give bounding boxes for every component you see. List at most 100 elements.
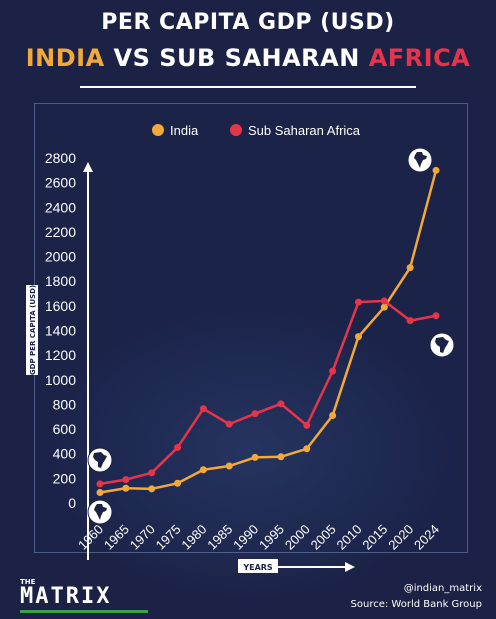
data-point	[96, 489, 104, 497]
y-tick-label: 2000	[45, 249, 76, 265]
page-title: PER CAPITA GDP (USD)	[101, 10, 395, 35]
series-line-africa	[99, 299, 437, 486]
logo-underline	[20, 610, 148, 613]
x-tick-label: 2024	[411, 522, 442, 553]
series-lines	[99, 170, 438, 494]
data-point	[354, 333, 362, 341]
data-point	[329, 412, 337, 420]
chart-legend: India Sub Saharan Africa	[152, 123, 361, 138]
x-tick-label: 2015	[359, 522, 390, 553]
series-points	[96, 166, 440, 497]
y-tick-label: 800	[53, 396, 77, 412]
y-tick-label: 1400	[45, 323, 76, 339]
background-globe-glow	[40, 300, 460, 600]
data-point	[225, 462, 233, 470]
x-tick-label: 2005	[308, 522, 339, 553]
africa-map-icon	[87, 447, 113, 473]
africa-map-icon-shape	[93, 452, 107, 468]
africa-map-icon	[429, 332, 455, 358]
y-tick-label: 600	[53, 421, 77, 437]
data-point	[251, 410, 259, 418]
y-tick-label: 2400	[45, 199, 76, 215]
series-line-india	[99, 170, 438, 494]
subtitle-vs: VS SUB SAHARAN	[104, 44, 369, 72]
legend-label: Sub Saharan Africa	[248, 123, 361, 138]
y-tick-label: 1600	[45, 298, 76, 314]
data-point	[303, 445, 311, 453]
x-tick-label: 1995	[256, 522, 287, 553]
y-axis-label: GDP PER CAPITA (USD)	[29, 285, 37, 375]
chart-axes: YEARS GDP PER CAPITA (USD)	[26, 162, 355, 573]
x-tick-labels: 1960196519701975198019851990199520002005…	[75, 522, 442, 553]
logo-name: MATRIX	[20, 584, 112, 609]
data-point	[122, 484, 130, 492]
data-point	[329, 367, 337, 375]
line-chart: YEARS GDP PER CAPITA (USD) 0 200 400 600 800 1…	[26, 123, 455, 573]
y-tick-label: 0	[68, 495, 76, 511]
india-map-icon-shape	[94, 504, 107, 520]
legend-marker	[152, 124, 164, 136]
data-point	[380, 297, 388, 305]
y-axis-label-box	[26, 285, 38, 375]
data-point	[432, 166, 440, 174]
y-tick-label: 1800	[45, 273, 76, 289]
y-tick-label: 400	[53, 446, 77, 462]
chart-panel	[34, 103, 468, 553]
data-point	[406, 317, 414, 325]
x-axis-label: YEARS	[242, 563, 273, 572]
title-divider	[80, 86, 416, 88]
x-tick-label: 1980	[178, 522, 209, 553]
data-point	[199, 405, 207, 413]
data-point	[174, 479, 182, 487]
data-point	[432, 312, 440, 320]
legend-label: India	[170, 123, 199, 138]
data-point	[225, 420, 233, 428]
y-tick-label: 1000	[45, 372, 76, 388]
data-point	[303, 421, 311, 429]
x-tick-label: 1960	[75, 522, 106, 553]
legend-marker	[230, 124, 242, 136]
data-point	[122, 476, 130, 484]
x-tick-label: 1975	[153, 522, 184, 553]
x-tick-label: 1970	[127, 522, 158, 553]
subtitle-india: INDIA	[25, 44, 105, 72]
india-map-icon	[87, 499, 113, 525]
map-icons	[87, 147, 455, 525]
x-axis-label-box	[238, 559, 278, 573]
data-point	[251, 453, 259, 461]
data-point	[277, 400, 285, 408]
data-point	[354, 298, 362, 306]
data-point	[148, 469, 156, 477]
data-point	[406, 264, 414, 272]
y-tick-label: 200	[53, 470, 77, 486]
x-tick-label: 1965	[101, 522, 132, 553]
y-tick-label: 1200	[45, 347, 76, 363]
x-tick-label: 2020	[385, 522, 416, 553]
data-point	[199, 466, 207, 474]
x-tick-label: 2010	[334, 522, 365, 553]
data-point	[96, 480, 104, 488]
data-point	[277, 453, 285, 461]
matrix-logo: THE MATRIX	[20, 578, 148, 613]
y-tick-label: 2200	[45, 224, 76, 240]
subtitle-africa: AFRICA	[368, 44, 471, 72]
india-map-icon	[407, 147, 433, 173]
logo-the: THE	[20, 578, 36, 586]
social-handle: @indian_matrix	[403, 583, 482, 594]
x-tick-label: 2000	[282, 522, 313, 553]
y-axis-arrow	[83, 162, 93, 172]
y-tick-label: 2600	[45, 175, 76, 191]
india-map-icon-shape	[414, 152, 427, 168]
page-subtitle: INDIA VS SUB SAHARAN AFRICA	[0, 44, 496, 72]
africa-map-icon-shape	[435, 337, 449, 353]
y-tick-labels: 0 200 400 600 800 1000 1200 1400 1600 1800 2000 220…	[45, 150, 76, 511]
x-axis-arrow	[345, 562, 355, 572]
source-note: Source: World Bank Group	[350, 599, 482, 610]
y-axis-label-group: GDP PER CAPITA (USD)	[26, 285, 38, 375]
x-tick-label: 1985	[204, 522, 235, 553]
y-tick-label: 2800	[45, 150, 76, 166]
data-point	[174, 444, 182, 452]
data-point	[380, 303, 388, 311]
data-point	[148, 485, 156, 493]
x-tick-label: 1990	[230, 522, 261, 553]
